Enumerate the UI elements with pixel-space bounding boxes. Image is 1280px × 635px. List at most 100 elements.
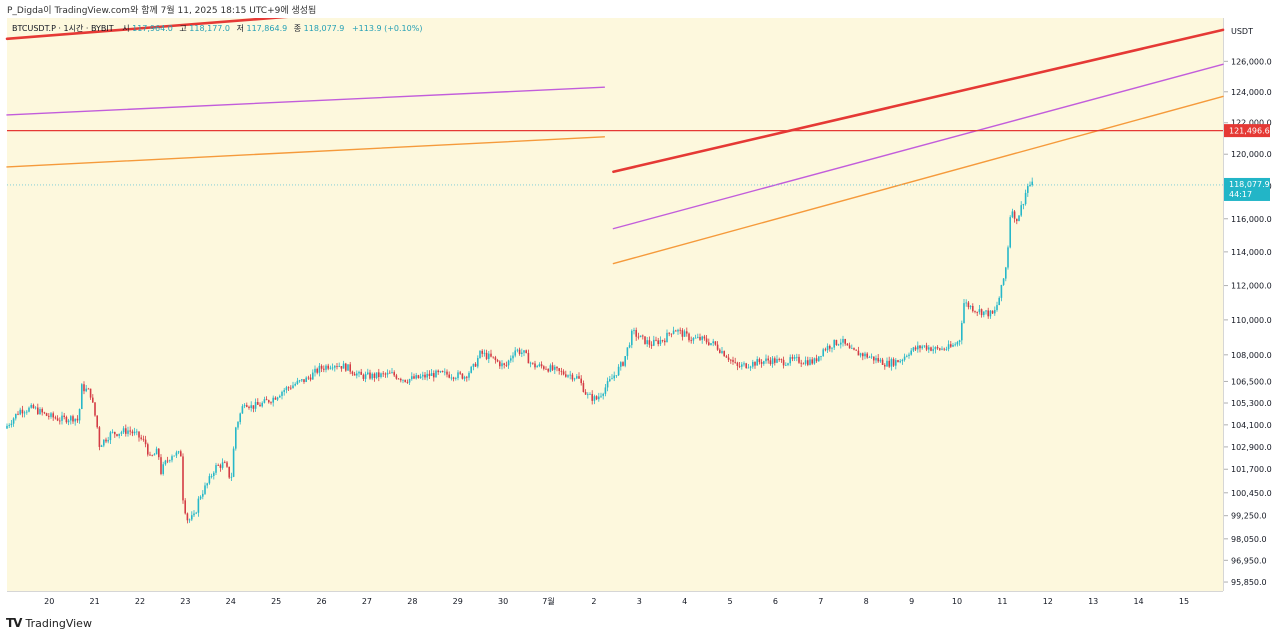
candle-body bbox=[127, 430, 129, 434]
candle-body bbox=[633, 330, 635, 331]
candle-body bbox=[490, 353, 492, 357]
candle-body bbox=[965, 302, 967, 304]
candle-body bbox=[809, 359, 811, 365]
chart-pane[interactable] bbox=[7, 18, 1223, 591]
candle-body bbox=[43, 412, 46, 414]
candle-body bbox=[604, 387, 607, 394]
candle-body bbox=[857, 350, 860, 356]
price-tick-label: 106,500.0 bbox=[1231, 377, 1272, 386]
candle-body bbox=[692, 338, 695, 341]
candle-body bbox=[716, 344, 719, 350]
candle-body bbox=[840, 342, 842, 345]
candle-body bbox=[595, 396, 598, 400]
candle-body bbox=[545, 368, 547, 370]
candle-body bbox=[70, 416, 72, 421]
candle-body bbox=[1029, 184, 1031, 187]
trendline-red[interactable] bbox=[5, 18, 309, 41]
candle-body bbox=[571, 374, 574, 380]
candle-body bbox=[1009, 217, 1011, 248]
candle-body bbox=[767, 358, 769, 361]
candle-body bbox=[494, 357, 497, 361]
candle-body bbox=[776, 359, 778, 363]
candle-body bbox=[461, 373, 464, 379]
price-chart[interactable]: 126,000.0 124,000.0 122,000.0 120,000.0 118,… bbox=[0, 18, 1280, 612]
candle-body bbox=[1000, 284, 1003, 298]
candle-body bbox=[285, 387, 288, 391]
trendlines[interactable] bbox=[5, 18, 1225, 265]
candle-body bbox=[567, 375, 569, 377]
price-tick-label: 110,000.0 bbox=[1231, 316, 1272, 325]
candle-body bbox=[943, 348, 945, 350]
trendline-purple[interactable] bbox=[612, 63, 1224, 230]
candle-body bbox=[26, 411, 28, 413]
price-axis-currency[interactable]: USDT bbox=[1231, 27, 1253, 36]
candle-body bbox=[221, 462, 224, 468]
candle-body bbox=[144, 439, 147, 445]
candle-body bbox=[996, 305, 998, 311]
candle-body bbox=[224, 462, 226, 464]
candle-body bbox=[463, 376, 466, 379]
candle-body bbox=[290, 387, 292, 389]
candle-body bbox=[822, 349, 824, 357]
candle-body bbox=[906, 355, 908, 357]
candle-body bbox=[459, 372, 461, 374]
candle-body bbox=[237, 422, 239, 428]
candle-body bbox=[699, 336, 701, 340]
time-tick-label: 2 bbox=[591, 597, 596, 606]
candle-body bbox=[732, 359, 734, 362]
candle-body bbox=[63, 415, 65, 417]
legend-close-label: 종 bbox=[294, 24, 301, 33]
price-axis-panel[interactable] bbox=[1223, 18, 1280, 591]
candle-body bbox=[802, 363, 805, 365]
candle-body bbox=[587, 394, 589, 396]
tradingview-logo[interactable]: 𝗧𝗩 TradingView bbox=[6, 616, 92, 630]
candle-body bbox=[912, 347, 915, 351]
candle-body bbox=[67, 420, 70, 423]
trendline-orange[interactable] bbox=[612, 95, 1224, 265]
price-tick-label: 100,450.0 bbox=[1231, 489, 1272, 498]
candle-body bbox=[994, 310, 996, 314]
candle-body bbox=[639, 335, 642, 338]
candle-body bbox=[972, 305, 974, 312]
candle-body bbox=[525, 350, 527, 353]
candle-body bbox=[158, 448, 160, 458]
candle-body bbox=[81, 384, 83, 410]
candle-body bbox=[800, 362, 802, 364]
candle-body bbox=[807, 360, 809, 365]
candle-body bbox=[111, 431, 114, 433]
candle-body bbox=[969, 305, 972, 308]
candle-body bbox=[204, 485, 206, 494]
trendline-orange[interactable] bbox=[6, 136, 606, 168]
candle-body bbox=[362, 374, 365, 379]
candle-body bbox=[1018, 215, 1020, 222]
candle-body bbox=[978, 309, 981, 313]
candle-body bbox=[254, 402, 257, 409]
candle-body bbox=[338, 366, 340, 367]
candle-body bbox=[61, 415, 63, 421]
candle-body bbox=[364, 374, 367, 379]
candle-body bbox=[78, 409, 81, 421]
trendline-red[interactable] bbox=[612, 28, 1225, 174]
candle-body bbox=[613, 375, 615, 379]
candle-body bbox=[628, 345, 631, 348]
candle-body bbox=[688, 333, 690, 341]
candle-body bbox=[422, 374, 424, 377]
candle-body bbox=[417, 375, 420, 379]
candle-body bbox=[829, 345, 831, 349]
trendline-purple[interactable] bbox=[6, 86, 606, 116]
candle-body bbox=[952, 344, 954, 347]
candle-body bbox=[741, 364, 743, 367]
candle-body bbox=[941, 348, 943, 350]
candle-body bbox=[771, 358, 774, 365]
candle-body bbox=[714, 341, 717, 345]
candle-body bbox=[549, 365, 552, 372]
candle-body bbox=[206, 483, 208, 486]
time-axis-panel[interactable] bbox=[0, 591, 1280, 612]
candle-body bbox=[617, 366, 620, 376]
time-tick-label: 23 bbox=[180, 597, 190, 606]
candle-body bbox=[19, 409, 21, 415]
candle-body bbox=[787, 363, 789, 365]
candle-body bbox=[105, 439, 107, 442]
candle-body bbox=[848, 345, 851, 349]
candle-body bbox=[864, 353, 866, 357]
